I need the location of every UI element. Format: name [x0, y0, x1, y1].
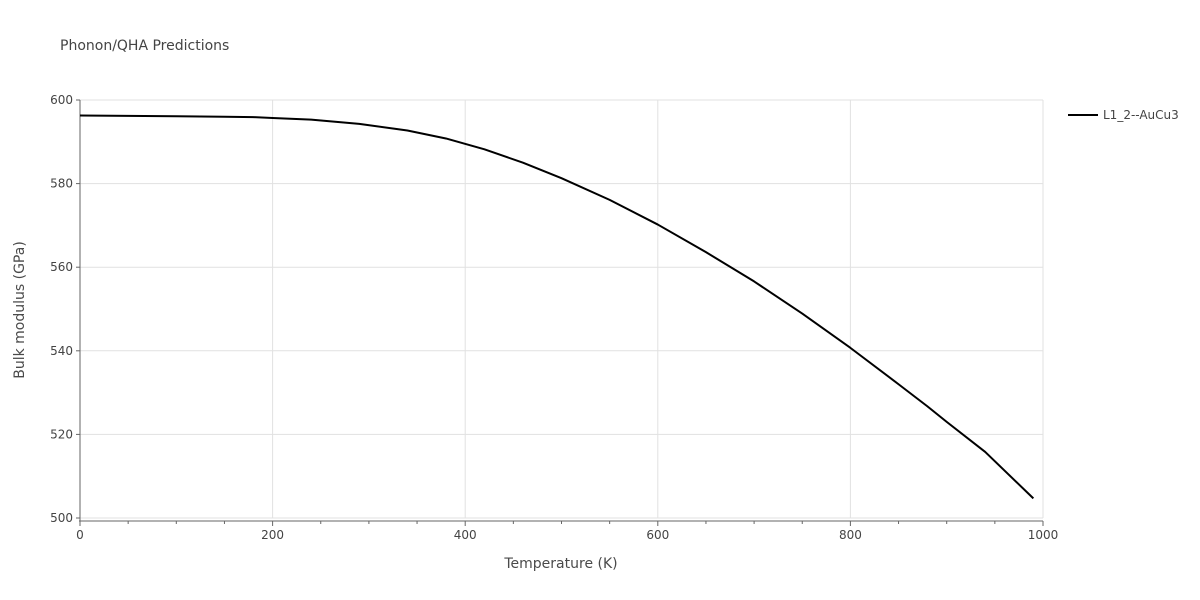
- legend: L1_2--AuCu3: [1068, 108, 1179, 122]
- series-line: [79, 114, 1035, 500]
- x-tick-label: 400: [454, 528, 477, 542]
- x-tick-label: 1000: [1028, 528, 1059, 542]
- tick-labels: 0 200 400 600 800 1000 500 520 540 560 580 600: [50, 93, 1058, 542]
- grid: [80, 99, 1044, 519]
- x-tick-label: 200: [261, 528, 284, 542]
- y-tick-label: 540: [50, 344, 73, 358]
- x-tick-label: 0: [76, 528, 84, 542]
- axes: [76, 99, 1044, 526]
- y-tick-label: 580: [50, 177, 73, 191]
- y-tick-label: 500: [50, 511, 73, 525]
- series-lines: [79, 114, 1035, 500]
- y-axis-title: Bulk modulus (GPa): [12, 241, 28, 379]
- chart-title: Phonon/QHA Predictions: [60, 38, 229, 54]
- y-tick-label: 560: [50, 260, 73, 274]
- x-tick-label: 800: [839, 528, 862, 542]
- y-tick-label: 600: [50, 93, 73, 107]
- y-tick-label: 520: [50, 427, 73, 441]
- x-tick-label: 600: [646, 528, 669, 542]
- legend-label: L1_2--AuCu3: [1103, 108, 1179, 122]
- x-axis-title: Temperature (K): [503, 556, 617, 572]
